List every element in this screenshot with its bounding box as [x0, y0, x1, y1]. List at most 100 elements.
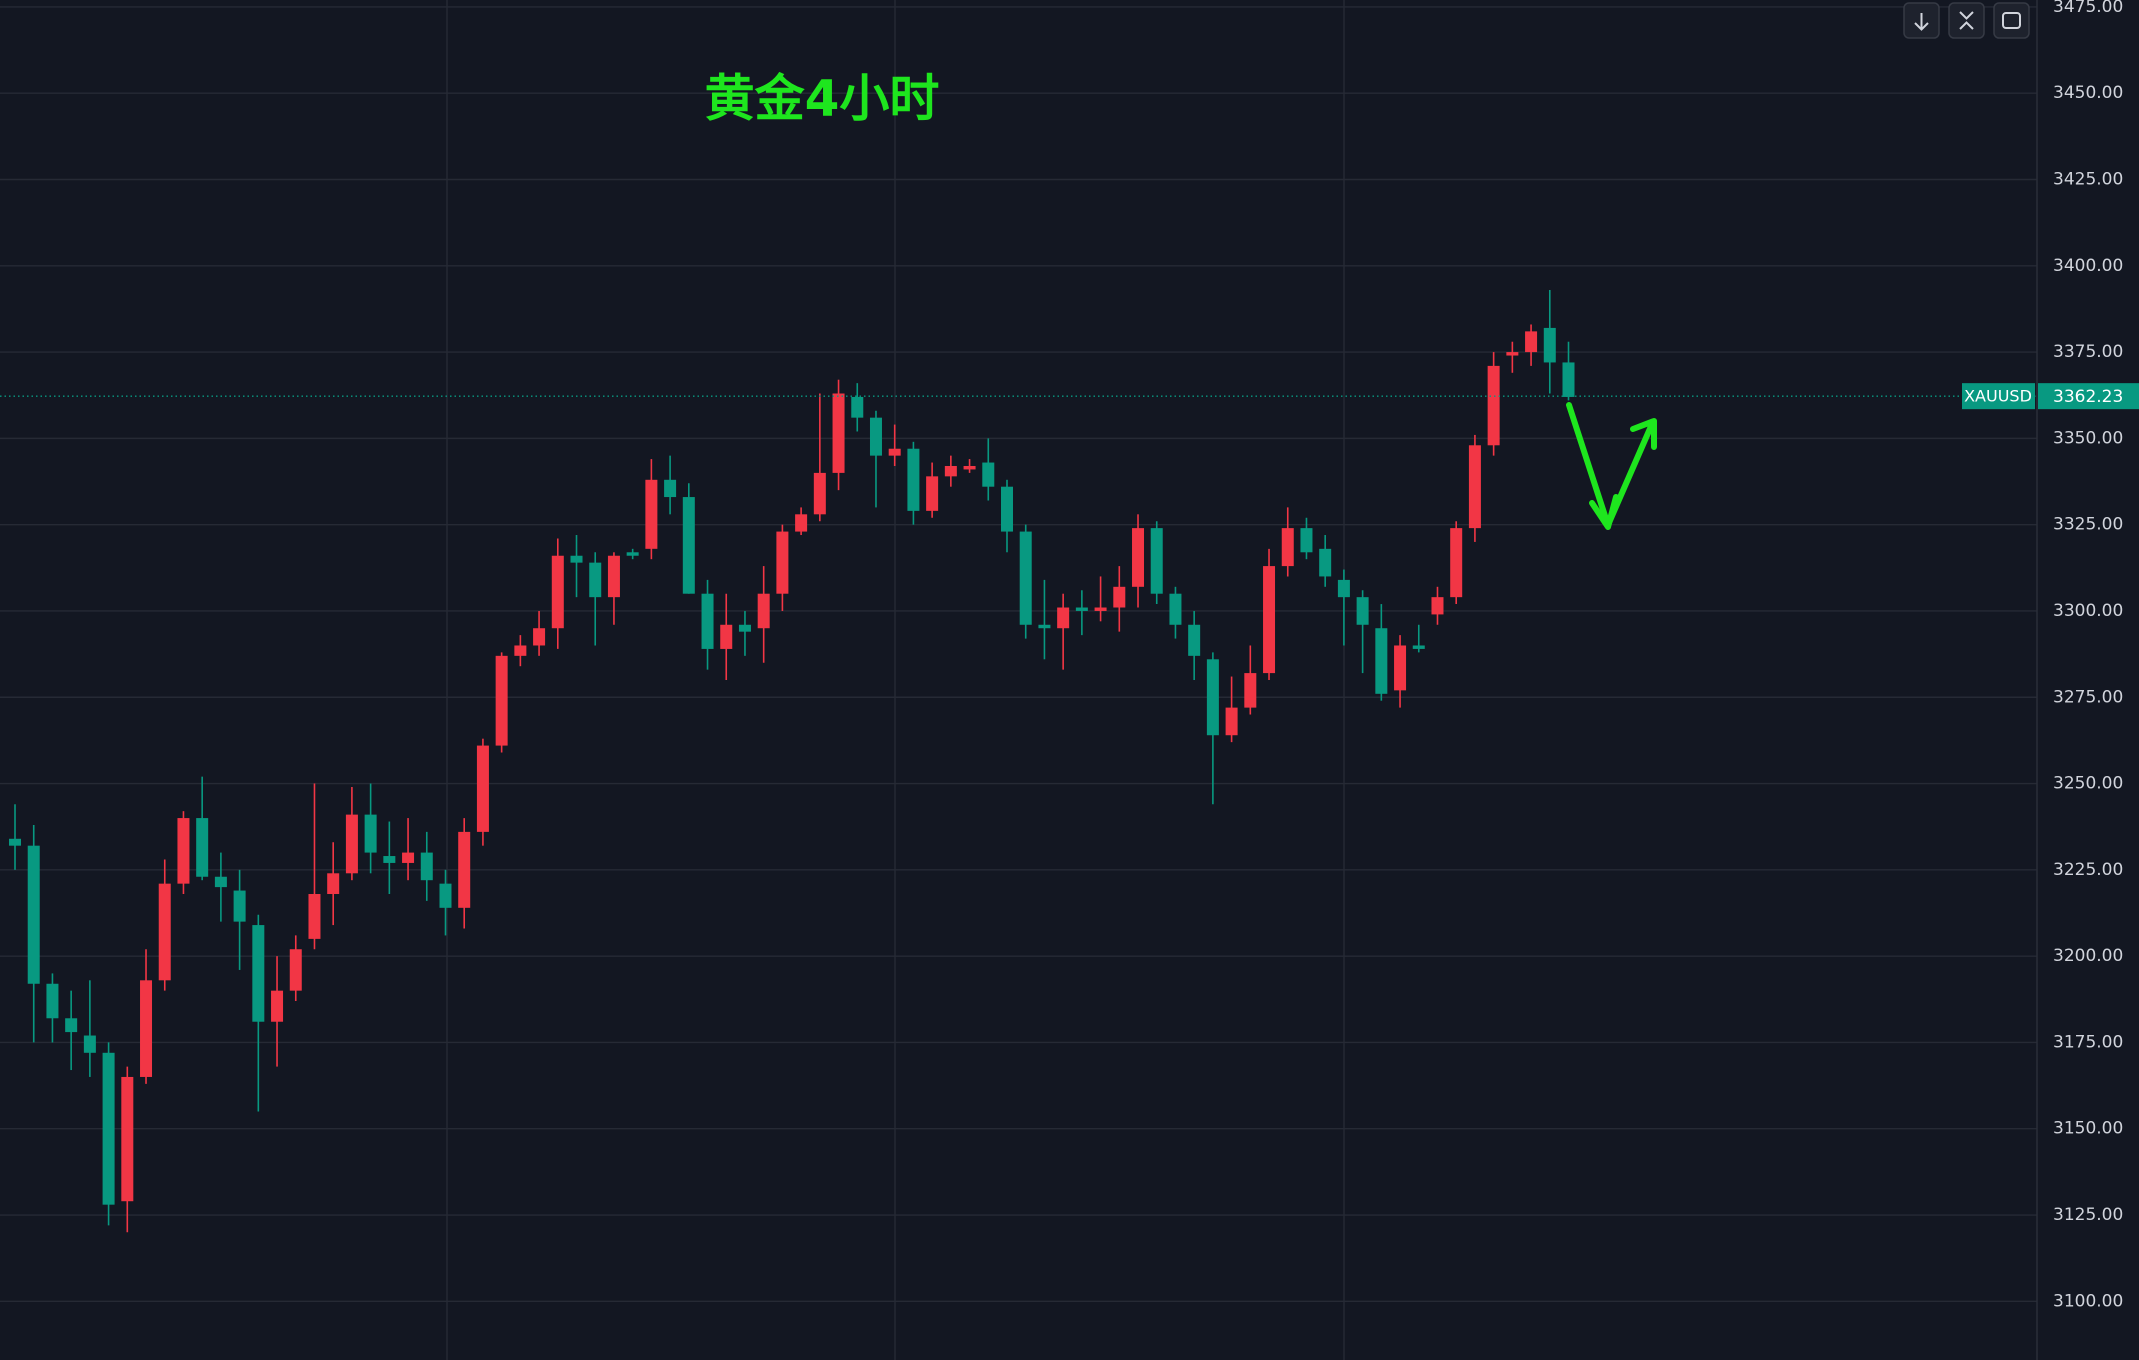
candle-body	[832, 393, 845, 473]
candle-body	[888, 448, 901, 456]
candle-body	[420, 852, 433, 881]
arrow-head	[1630, 418, 1657, 450]
candle-body	[514, 645, 527, 656]
candle-body	[1150, 528, 1163, 594]
candle-body	[982, 462, 995, 487]
y-tick-label: 3475.00	[2053, 0, 2123, 17]
candle-body	[1244, 673, 1257, 708]
candle-body	[9, 838, 22, 846]
y-tick-label: 3425.00	[2053, 169, 2123, 189]
candle-body	[1450, 528, 1463, 598]
candle-body	[402, 852, 415, 863]
icon	[1914, 13, 1929, 31]
candle-body	[1206, 659, 1219, 736]
grid	[0, 6, 2037, 1303]
y-tick-label: 3300.00	[2053, 601, 2123, 621]
candle-body	[1431, 597, 1444, 615]
candle-body	[1188, 624, 1201, 656]
y-tick-label: 3225.00	[2053, 860, 2123, 880]
candle-body	[1019, 531, 1032, 625]
candle-body	[1394, 645, 1407, 691]
candle-body	[533, 628, 546, 646]
y-tick-label: 3175.00	[2053, 1032, 2123, 1052]
candle-body	[1094, 607, 1107, 611]
candle-body	[1412, 645, 1425, 649]
y-tick-label: 3250.00	[2053, 774, 2123, 794]
arrow-head	[1589, 494, 1619, 530]
candle-body	[177, 818, 190, 884]
candle-body	[140, 980, 153, 1077]
candle-body	[1281, 528, 1294, 567]
candle-body	[795, 514, 808, 532]
candle-body	[1113, 586, 1126, 608]
candle-body	[308, 894, 321, 939]
y-tick-label: 3150.00	[2053, 1119, 2123, 1139]
candle-body	[738, 624, 751, 632]
price-axis: 3100.00 3125.00 3150.00 3175.00 3200.00 3225.…	[2053, 0, 2123, 1311]
candle-body	[720, 624, 733, 649]
candle-body	[327, 873, 340, 895]
candle-body	[83, 1035, 96, 1053]
symbol-tag	[1962, 383, 2035, 410]
candle-body	[27, 845, 40, 984]
candle-body	[1000, 486, 1013, 532]
fullscreen-button[interactable]	[1993, 2, 2030, 39]
candle-body	[289, 949, 302, 991]
toolbar	[1903, 2, 2030, 39]
price-tag-label: 3362.23	[2053, 387, 2123, 407]
button-bg[interactable]	[1948, 2, 1985, 39]
candle-body	[1057, 607, 1070, 629]
candle-body	[196, 818, 209, 877]
candle-body	[926, 476, 939, 511]
candle-body	[476, 745, 489, 832]
candle-body	[495, 655, 508, 746]
y-tick-label: 3100.00	[2053, 1291, 2123, 1311]
candle-body	[439, 883, 452, 908]
candles	[9, 289, 1575, 1233]
annotation-arrow	[1566, 402, 1657, 530]
candle-body	[1468, 445, 1481, 529]
collapse-button[interactable]	[1948, 2, 1985, 39]
scroll-button[interactable]	[1903, 2, 1940, 39]
candle-body	[551, 555, 564, 629]
y-tick-label: 3400.00	[2053, 256, 2123, 276]
candle-body	[851, 396, 864, 418]
y-tick-label: 3350.00	[2053, 428, 2123, 448]
candle-body	[682, 497, 695, 594]
chart-title: 黄金4小时	[705, 70, 940, 128]
y-tick-label: 3450.00	[2053, 83, 2123, 103]
candle-body	[121, 1076, 134, 1202]
y-tick-label: 3200.00	[2053, 946, 2123, 966]
candle-body	[1300, 528, 1313, 553]
candle-body	[158, 883, 171, 981]
candle-body	[944, 465, 957, 477]
candle-body	[364, 814, 377, 853]
vertical-grid	[446, 0, 1345, 1360]
last-price: XAUUSD 3362.23	[0, 383, 2139, 410]
candle-body	[1543, 327, 1556, 363]
candle-body	[589, 562, 602, 598]
candle-body	[963, 465, 976, 470]
candle-body	[65, 1018, 78, 1033]
candle-body	[570, 555, 583, 563]
candle-body	[1132, 528, 1145, 587]
y-tick-label: 3125.00	[2053, 1205, 2123, 1225]
symbol-label: XAUUSD	[1964, 387, 2032, 406]
button-bg[interactable]	[1993, 2, 2030, 39]
candle-body	[1562, 362, 1575, 397]
candle-body	[645, 479, 658, 549]
candle-body	[458, 831, 471, 908]
candle-body	[1319, 548, 1332, 577]
candle-body	[664, 479, 677, 498]
price-tag	[2038, 383, 2139, 410]
candle-body	[1506, 352, 1519, 356]
icon	[1959, 11, 1974, 30]
candle-body	[1169, 593, 1182, 625]
candle-body	[252, 925, 265, 1022]
candle-body	[907, 448, 920, 511]
icon	[2002, 12, 2021, 29]
candle-body	[607, 555, 620, 598]
candle-body	[701, 593, 714, 649]
